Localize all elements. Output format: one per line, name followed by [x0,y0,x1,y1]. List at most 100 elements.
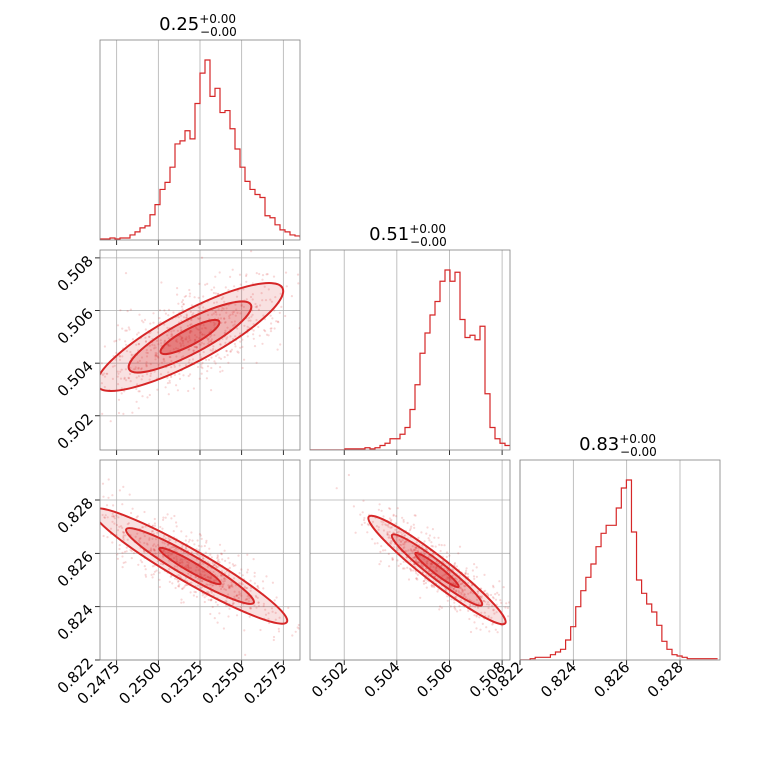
sample-point [175,555,178,558]
sample-point [179,326,182,329]
sample-point [185,313,188,316]
sample-point [176,329,179,332]
sample-point [177,579,180,583]
sample-point [480,587,483,590]
sample-point [182,344,185,347]
sample-point [382,529,385,532]
sample-point [213,579,216,582]
sample-point [504,606,507,609]
sample-point [178,364,181,367]
sample-point [211,584,214,587]
sample-point [175,355,178,358]
sample-point [252,333,255,336]
sample-point [235,308,238,311]
sample-point [472,604,475,607]
sample-point [206,576,210,579]
sample-point [232,324,235,327]
sample-point [157,343,160,346]
sample-point [279,343,282,346]
sample-point [475,627,478,630]
sample-point [230,321,233,324]
sample-point [200,372,203,375]
sample-point [270,607,274,610]
sample-point [296,626,299,629]
sample-point [417,536,420,540]
sample-point [183,586,186,589]
sample-point [127,522,130,525]
sample-point [271,581,274,584]
sample-point [137,331,140,334]
sample-point [182,601,185,604]
sample-point [225,349,228,352]
sample-point [479,628,482,631]
sample-point [249,589,252,592]
sample-point [426,526,429,529]
sample-point [144,340,147,343]
sample-point [473,614,476,617]
sample-point [143,541,146,545]
sample-point [227,289,230,292]
sample-point [203,574,206,577]
sample-point [116,529,120,532]
panel-frame [309,459,511,661]
sample-point [201,585,204,589]
sample-point [117,383,120,386]
sample-point [410,525,413,528]
sample-point [213,301,216,304]
y-tick-label-p2: 0.826 [54,547,97,590]
sample-point [179,314,182,317]
sample-point [177,580,180,583]
sample-point [96,493,98,495]
sample-point [402,567,405,570]
sample-point [434,568,437,572]
histogram-series [520,479,718,660]
sample-point [382,515,385,518]
sample-point [120,368,123,371]
sample-point [181,560,184,563]
sample-point [229,275,232,278]
sample-point [167,371,170,374]
sample-point [187,564,190,567]
sample-point [492,609,495,612]
sample-point [184,364,188,367]
sample-point [392,513,395,517]
sample-point [297,282,300,285]
sample-point [272,638,275,642]
sample-point [460,588,463,591]
sample-point [118,358,122,361]
sample-point [145,364,148,367]
sample-point [446,595,449,598]
sample-point [265,333,269,336]
sample-point [191,358,195,361]
sample-point [159,373,163,376]
sample-point [162,555,165,558]
sample-point [188,288,191,292]
sample-point [240,304,243,308]
sample-point [104,514,107,517]
sample-point [210,366,213,370]
sample-point [225,350,228,353]
sample-point [138,537,141,541]
sample-point [168,381,171,384]
sample-point [459,586,462,589]
sample-point [483,611,486,614]
sample-point [78,528,80,530]
sample-point [167,308,171,311]
sample-point [423,552,426,555]
sample-point [244,653,247,657]
sample-point [459,587,462,590]
sample-point [90,358,92,360]
sample-point [154,346,157,349]
sample-point [196,317,199,320]
sample-point [96,511,98,513]
sample-point [470,590,473,593]
sample-point [253,604,256,607]
x-tick-label-p2: 0.824 [537,658,580,701]
sample-point [241,345,244,348]
sample-point [228,585,231,589]
sample-point [238,572,241,575]
sample-point [178,372,181,376]
sample-point [378,503,381,506]
sample-point [209,577,213,580]
sample-point [385,524,388,527]
